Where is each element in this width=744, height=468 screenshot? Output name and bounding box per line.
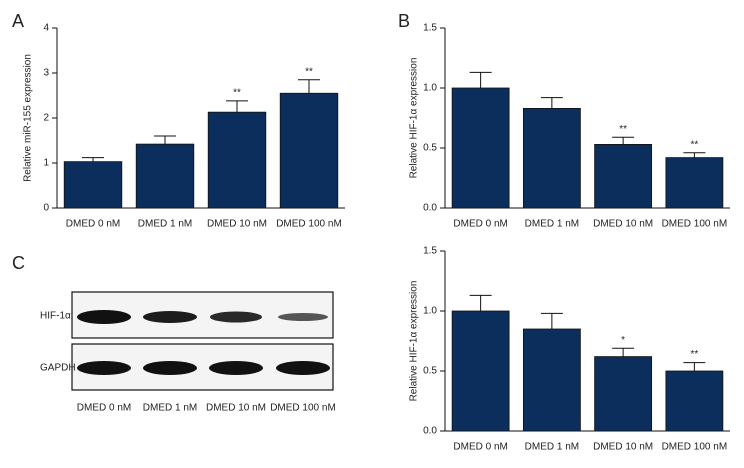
bar: [63, 161, 123, 209]
blot-lane-label: DMED 0 nM: [77, 403, 131, 414]
significance: **: [690, 349, 698, 360]
x-tick-label: DMED 0 nM: [453, 442, 507, 453]
panel-label: C: [12, 253, 25, 273]
band: [143, 311, 197, 323]
y-tick-label: 0.5: [423, 366, 437, 377]
y-tick-label: 1.5: [423, 246, 437, 257]
bar: [522, 328, 581, 432]
x-tick-label: DMED 0 nM: [66, 219, 120, 230]
x-tick-label: DMED 100 nM: [662, 219, 728, 230]
blot-row-label: HIF-1α: [40, 311, 71, 322]
x-tick-label: DMED 1 nM: [525, 442, 579, 453]
x-tick-label: DMED 100 nM: [276, 219, 342, 230]
bar: [665, 370, 724, 432]
y-axis-label: Relative HIF-1α expression: [409, 58, 420, 179]
y-tick-label: 1.0: [423, 83, 437, 94]
y-tick-label: 1.0: [423, 306, 437, 317]
y-tick-label: 2: [43, 113, 49, 124]
significance: **: [233, 88, 241, 99]
panel-label: B: [398, 11, 410, 31]
bar: [451, 310, 510, 432]
bar: [594, 356, 653, 432]
y-tick-label: 4: [43, 23, 49, 34]
y-tick-label: 1.5: [423, 23, 437, 34]
x-tick-label: DMED 10 nM: [207, 219, 267, 230]
western-blot: HIF-1α GAPDH DMED 0 nM DMED 1 nM DMED 10…: [40, 291, 336, 414]
y-tick-label: 0: [43, 203, 49, 214]
blot-lane-label: DMED 100 nM: [270, 403, 336, 414]
bar: [665, 157, 724, 209]
blot-lane-label: DMED 1 nM: [143, 403, 197, 414]
bar: [594, 143, 653, 209]
y-axis-label: Relative HIF-1α expression: [409, 281, 420, 402]
significance: **: [690, 139, 698, 150]
band: [278, 313, 328, 321]
y-axis-label: Relative miR-155 expression: [23, 54, 34, 182]
y-tick-label: 0.5: [423, 143, 437, 154]
significance: **: [305, 66, 313, 77]
bar: [451, 87, 510, 209]
bar: [279, 92, 339, 209]
band: [209, 361, 263, 375]
bar: [522, 108, 581, 209]
y-tick-label: 0.0: [423, 203, 437, 214]
significance: **: [619, 124, 627, 135]
band: [210, 311, 262, 323]
x-tick-label: DMED 10 nM: [593, 442, 653, 453]
bar: [207, 111, 267, 209]
x-tick-label: DMED 100 nM: [662, 442, 728, 453]
bar: [135, 143, 195, 209]
band: [143, 361, 197, 375]
blot-row-label: GAPDH: [40, 363, 76, 374]
band: [77, 310, 131, 324]
x-tick-label: DMED 1 nM: [525, 219, 579, 230]
blot-lane-label: DMED 10 nM: [206, 403, 266, 414]
band: [77, 361, 131, 375]
significance: *: [621, 335, 625, 346]
y-tick-label: 0.0: [423, 426, 437, 437]
y-tick-label: 3: [43, 68, 49, 79]
band: [276, 361, 330, 375]
panel-label: A: [12, 11, 24, 31]
x-tick-label: DMED 10 nM: [593, 219, 653, 230]
x-tick-label: DMED 0 nM: [453, 219, 507, 230]
y-tick-label: 1: [43, 158, 49, 169]
x-tick-label: DMED 1 nM: [138, 219, 192, 230]
